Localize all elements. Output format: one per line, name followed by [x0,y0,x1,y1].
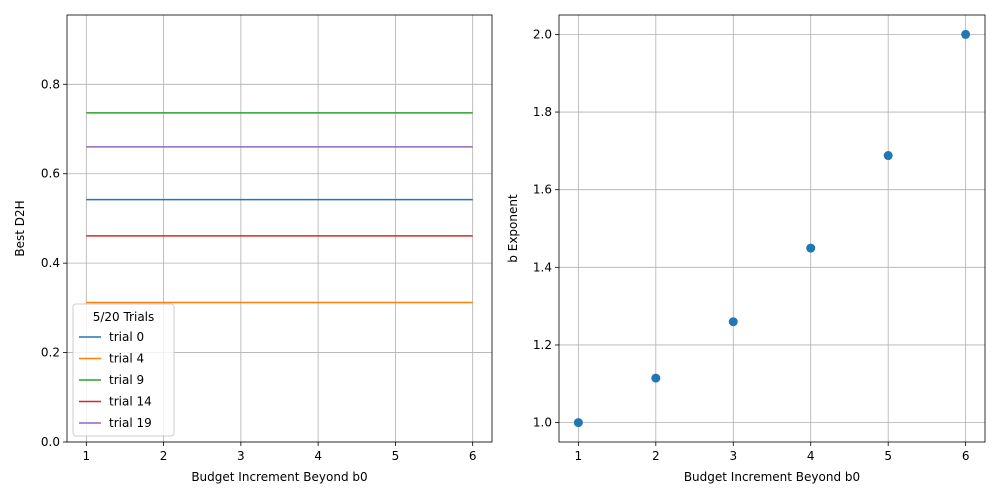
x-ticks: 1 2 3 4 5 6 [82,442,477,463]
axes-frame [558,14,986,443]
x-tick-label: 4 [314,449,322,463]
x-tick-label: 4 [807,449,815,463]
legend-label: trial 14 [109,395,152,409]
legend-title: 5/20 Trials [93,310,155,324]
y-tick-label: 2.0 [533,27,552,41]
x-tick-label: 6 [469,449,477,463]
x-tick-label: 5 [392,449,400,463]
y-tick-label: 0.2 [41,346,60,360]
y-axis-label: b Exponent [506,194,520,263]
y-tick-label: 1.0 [533,416,552,430]
x-tick-label: 5 [884,449,892,463]
scatter-point [573,418,583,428]
x-ticks: 1 2 3 4 5 6 [575,442,970,463]
y-tick-label: 1.4 [533,260,552,274]
x-tick-label: 3 [237,449,245,463]
y-ticks: 0.0 0.2 0.4 0.6 0.8 [41,77,67,449]
y-tick-label: 0.8 [41,77,60,91]
y-tick-label: 0.4 [41,256,60,270]
scatter-points [573,29,971,428]
y-ticks: 1.0 1.2 1.4 1.6 1.8 2.0 [533,27,559,430]
scatter-point [883,151,893,161]
right-scatter-chart: 1 2 3 4 5 6 1.0 1.2 1.4 1.6 1.8 2.0 Budget Increme… [506,14,986,484]
y-tick-label: 0.6 [41,167,60,181]
legend-label: trial 4 [109,352,144,366]
x-tick-label: 6 [962,449,970,463]
legend: 5/20 Trials trial 0 trial 4 trial 9 trial 1… [72,303,175,437]
x-axis-label: Budget Increment Beyond b0 [684,470,860,484]
scatter-point [806,243,816,253]
y-tick-label: 1.8 [533,105,552,119]
x-tick-label: 2 [652,449,660,463]
scatter-point [961,29,971,39]
x-tick-label: 1 [82,449,90,463]
legend-label: trial 0 [109,330,144,344]
legend-label: trial 9 [109,373,144,387]
legend-label: trial 19 [109,416,152,430]
grid [559,15,985,442]
left-line-chart: 1 2 3 4 5 6 0.0 0.2 0.4 0.6 0.8 Budget Increment … [13,14,493,484]
axes-frame [66,14,493,443]
y-tick-label: 1.6 [533,183,552,197]
y-axis-label: Best D2H [13,200,27,256]
y-tick-label: 0.0 [41,435,60,449]
plot-area [559,15,985,442]
scatter-point [651,373,661,383]
x-tick-label: 3 [729,449,737,463]
legend-entries: trial 0 trial 4 trial 9 trial 14 trial 19 [79,330,152,430]
series-lines [86,112,473,304]
x-tick-label: 1 [575,449,583,463]
scatter-point [728,317,738,327]
x-axis-label: Budget Increment Beyond b0 [191,470,367,484]
y-tick-label: 1.2 [533,338,552,352]
x-tick-label: 2 [160,449,168,463]
